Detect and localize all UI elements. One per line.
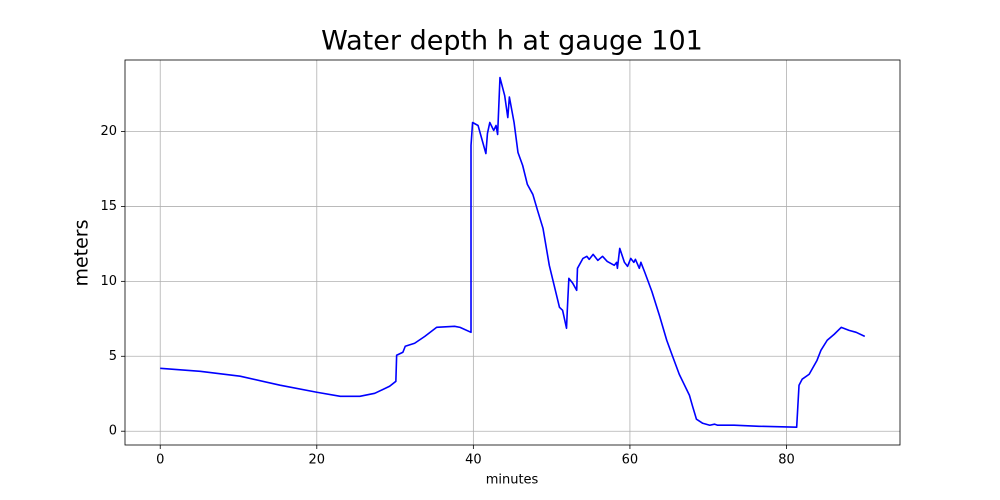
y-tick-label: 0 (109, 424, 117, 439)
y-axis-label: meters (71, 219, 93, 286)
x-tick-label: 0 (156, 453, 164, 468)
y-tick-label: 20 (100, 124, 117, 139)
x-tick-label: 40 (465, 453, 482, 468)
chart-title: Water depth h at gauge 101 (321, 26, 703, 57)
plot-frame (124, 59, 901, 446)
x-tick-label: 80 (778, 453, 795, 468)
y-tick-label: 15 (100, 199, 117, 214)
x-axis-label: minutes (486, 473, 539, 488)
x-tick-label: 20 (309, 453, 326, 468)
data-line (160, 76, 866, 428)
y-tick-label: 10 (100, 274, 117, 289)
x-tick-label: 60 (622, 453, 639, 468)
y-tick-label: 5 (109, 349, 117, 364)
